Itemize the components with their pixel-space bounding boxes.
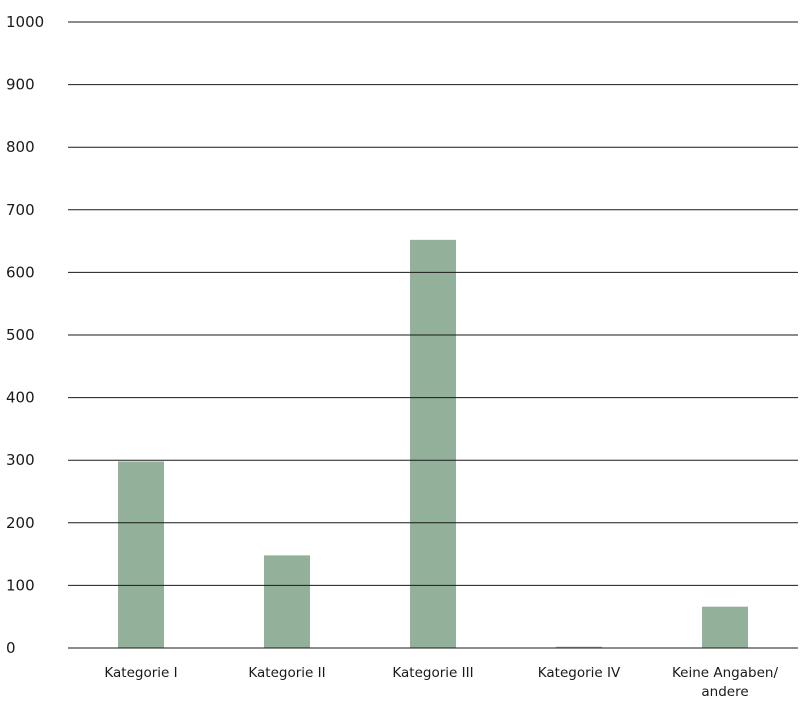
y-tick-label: 100 <box>6 576 35 594</box>
x-axis-category-labels: Kategorie I Kategorie II Kategorie III Kate… <box>104 665 778 700</box>
y-tick-label: 0 <box>6 639 16 657</box>
y-tick-label: 500 <box>6 326 35 344</box>
y-tick-label: 900 <box>6 76 35 94</box>
bar <box>702 606 748 648</box>
y-tick-label: 300 <box>6 451 35 469</box>
y-tick-label: 800 <box>6 138 35 156</box>
x-category-label-line: Kategorie III <box>392 665 473 681</box>
x-category-label-line: andere <box>701 684 748 700</box>
x-category-label-line: Kategorie II <box>248 665 325 681</box>
x-category-label: Kategorie III <box>392 665 473 681</box>
y-tick-label: 400 <box>6 389 35 407</box>
y-tick-label: 200 <box>6 514 35 532</box>
x-category-label: Kategorie II <box>248 665 325 681</box>
y-tick-label: 1000 <box>6 13 44 31</box>
bar <box>556 646 602 648</box>
x-category-label: Keine Angaben/andere <box>672 665 778 700</box>
x-category-label: Kategorie IV <box>538 665 621 681</box>
bars <box>118 239 748 648</box>
bar <box>410 239 456 648</box>
x-category-label-line: Kategorie I <box>104 665 177 681</box>
x-category-label-line: Keine Angaben/ <box>672 665 778 681</box>
bar <box>264 555 310 648</box>
y-axis-tick-labels: 0 100 200 300 400 500 600 700 800 900 1000 <box>6 13 44 657</box>
y-tick-label: 700 <box>6 201 35 219</box>
x-category-label-line: Kategorie IV <box>538 665 621 681</box>
y-tick-label: 600 <box>6 263 35 281</box>
bar <box>118 461 164 648</box>
x-category-label: Kategorie I <box>104 665 177 681</box>
